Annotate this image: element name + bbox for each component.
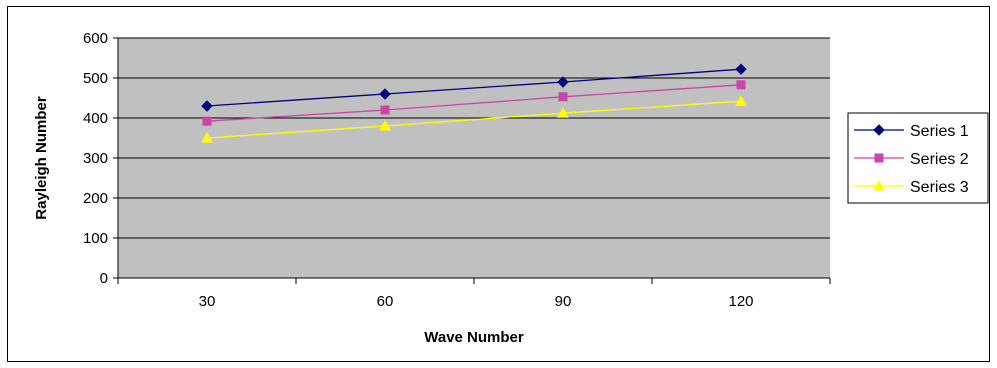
y-tick-label: 200 bbox=[83, 190, 108, 207]
legend-label: Series 3 bbox=[910, 179, 969, 196]
legend-swatch-marker bbox=[873, 124, 885, 136]
series-2-point bbox=[558, 92, 568, 102]
line-chart: 0 100 200 300 400 500 600 30 60 90 120 Wave Number… bbox=[33, 30, 989, 346]
series-1-point bbox=[201, 100, 213, 112]
series-1 bbox=[201, 63, 747, 112]
y-tick-label: 300 bbox=[83, 150, 108, 167]
y-tick-label: 500 bbox=[83, 70, 108, 87]
x-tick-label: 90 bbox=[555, 293, 572, 310]
series-3 bbox=[201, 95, 747, 143]
series-3-point bbox=[735, 95, 747, 106]
x-tick-label: 30 bbox=[199, 293, 216, 310]
x-axis-label: Wave Number bbox=[424, 329, 524, 346]
tick-labels: 0 100 200 300 400 500 600 30 60 90 120 bbox=[83, 30, 754, 310]
axes bbox=[113, 37, 831, 284]
y-tick-label: 400 bbox=[83, 110, 108, 127]
series-3-line bbox=[206, 100, 742, 139]
series-2-line bbox=[206, 84, 742, 122]
legend-swatch-marker bbox=[874, 153, 884, 163]
legend-item: Series 2 bbox=[854, 151, 969, 168]
y-axis-label: Rayleigh Number bbox=[33, 96, 50, 220]
legend-label: Series 1 bbox=[910, 123, 969, 140]
series-2-point bbox=[380, 105, 390, 115]
legend-swatch-marker bbox=[873, 179, 885, 191]
legend-item: Series 1 bbox=[854, 123, 969, 140]
y-tick-label: 100 bbox=[83, 230, 108, 247]
series-3-point bbox=[379, 119, 391, 131]
chart-frame: 0 100 200 300 400 500 600 30 60 90 120 Wave Number… bbox=[7, 6, 990, 362]
x-tick-label: 120 bbox=[728, 293, 753, 310]
gridlines bbox=[118, 37, 830, 239]
series-1-line bbox=[206, 68, 742, 107]
series-1-point bbox=[379, 88, 391, 100]
y-tick-label: 600 bbox=[83, 30, 108, 47]
series-3-point bbox=[201, 131, 213, 143]
series-2-point bbox=[736, 80, 746, 90]
series-1-point bbox=[557, 76, 569, 88]
series-2 bbox=[202, 80, 746, 126]
series-2-point bbox=[202, 116, 212, 126]
legend-item: Series 3 bbox=[854, 179, 969, 196]
y-tick-label: 0 bbox=[100, 270, 108, 287]
series-3-point bbox=[557, 107, 569, 118]
legend: Series 1 Series 2 Series 3 bbox=[847, 112, 989, 204]
series-1-point bbox=[735, 63, 747, 75]
legend-label: Series 2 bbox=[910, 151, 969, 168]
series-layer bbox=[201, 63, 747, 143]
x-tick-label: 60 bbox=[377, 293, 394, 310]
